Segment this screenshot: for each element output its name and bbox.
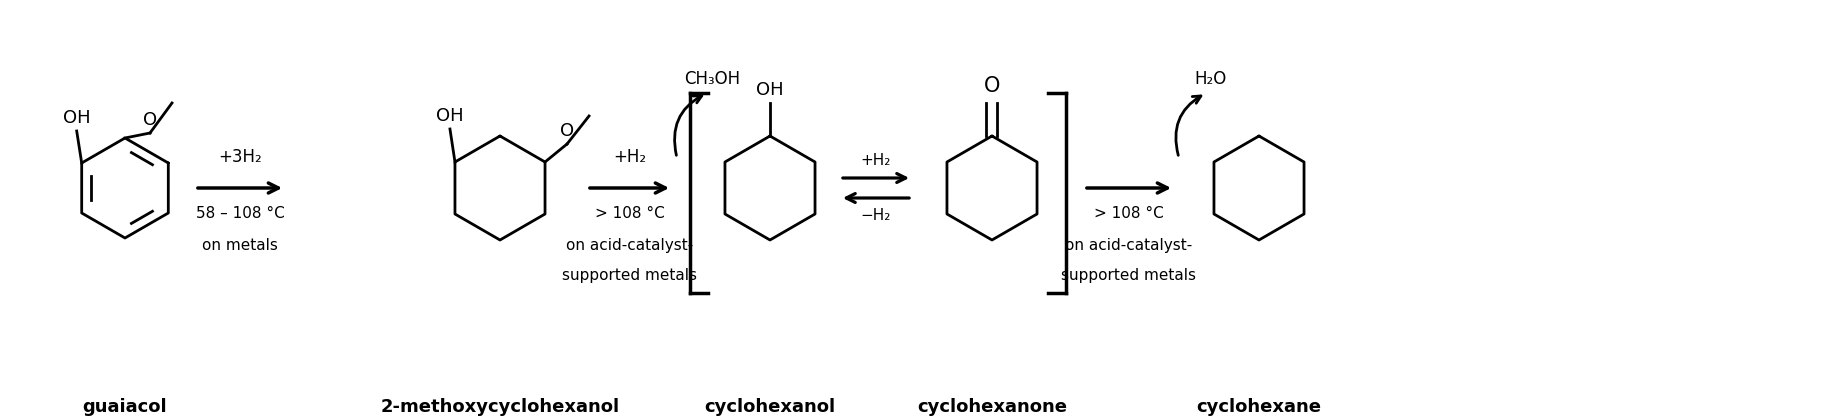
- Text: supported metals: supported metals: [563, 268, 697, 283]
- Text: supported metals: supported metals: [1061, 268, 1197, 283]
- Text: cyclohexanol: cyclohexanol: [704, 398, 835, 416]
- Text: on acid-catalyst-: on acid-catalyst-: [566, 238, 693, 253]
- Text: OH: OH: [63, 109, 90, 127]
- Text: > 108 °C: > 108 °C: [594, 206, 664, 221]
- Text: cyclohexane: cyclohexane: [1197, 398, 1322, 416]
- Text: on metals: on metals: [202, 238, 278, 253]
- Text: OH: OH: [756, 81, 783, 99]
- Text: H₂O: H₂O: [1195, 70, 1227, 88]
- Text: > 108 °C: > 108 °C: [1094, 206, 1164, 221]
- Text: OH: OH: [436, 107, 463, 125]
- Text: 58 – 108 °C: 58 – 108 °C: [195, 206, 285, 221]
- Text: +H₂: +H₂: [861, 153, 892, 168]
- Text: CH₃OH: CH₃OH: [684, 70, 739, 88]
- Text: O: O: [984, 76, 1000, 96]
- Text: on acid-catalyst-: on acid-catalyst-: [1065, 238, 1194, 253]
- Text: +3H₂: +3H₂: [219, 148, 261, 166]
- Text: 2-methoxycyclohexanol: 2-methoxycyclohexanol: [381, 398, 620, 416]
- Text: O: O: [559, 122, 574, 140]
- Text: cyclohexanone: cyclohexanone: [918, 398, 1067, 416]
- Text: −H₂: −H₂: [861, 208, 892, 223]
- Text: +H₂: +H₂: [612, 148, 645, 166]
- Text: O: O: [143, 111, 156, 129]
- Text: guaiacol: guaiacol: [83, 398, 167, 416]
